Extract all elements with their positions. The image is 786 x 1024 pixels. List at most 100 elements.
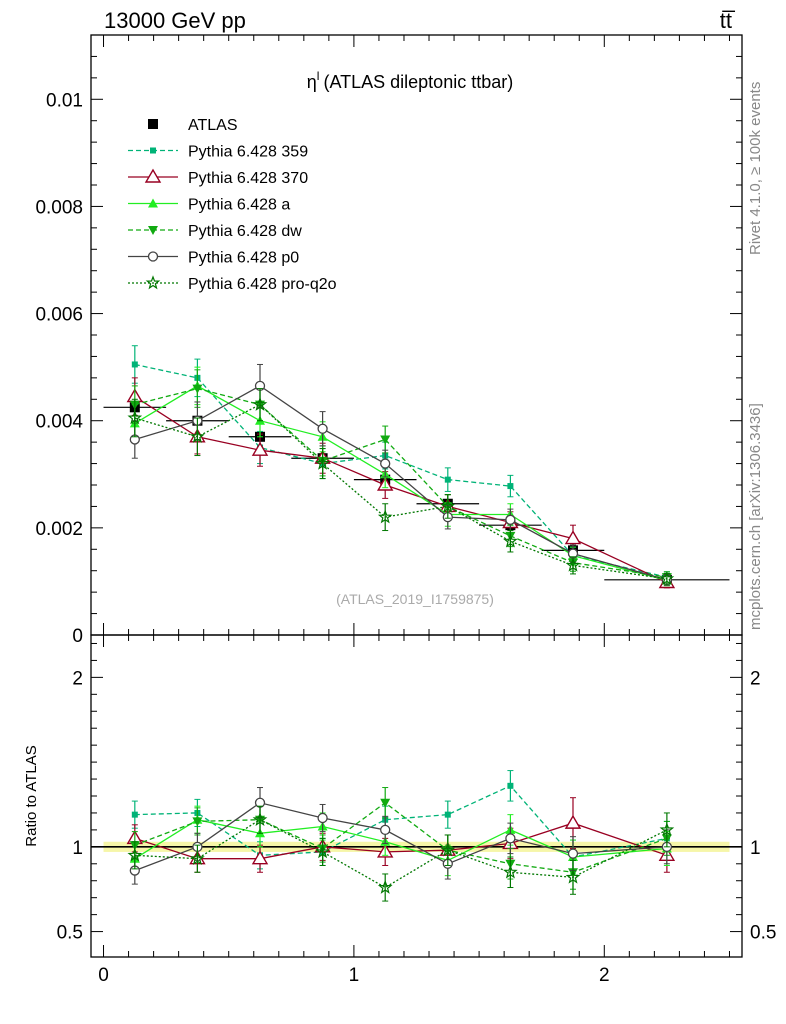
ratio-line xyxy=(134,802,667,872)
legend-item-pythia-6-428-359: Pythia 6.428 359 xyxy=(128,144,308,161)
ratio-frame xyxy=(90,634,743,958)
series-pythia-6-428-359 xyxy=(131,345,670,583)
series-line xyxy=(134,396,668,584)
ratio-line xyxy=(134,785,668,858)
ratio-point xyxy=(317,812,328,824)
series-pythia-6-428-pro-q2o xyxy=(127,388,675,585)
legend-label: ATLAS xyxy=(188,117,238,134)
main-ytick-label: 0.004 xyxy=(35,412,83,433)
legend-label: Pythia 6.428 359 xyxy=(188,144,308,161)
ratio-ytick-label-right: 0.5 xyxy=(750,923,776,944)
legend-label: Pythia 6.428 370 xyxy=(188,170,308,187)
data-point xyxy=(252,396,268,411)
legend-item-atlas: ATLAS xyxy=(148,117,238,134)
ratio-point xyxy=(659,822,675,837)
ratio-ytick-label-right: 2 xyxy=(750,668,761,689)
data-point xyxy=(192,384,203,394)
legend-item-pythia-6-428-pro-q2o: Pythia 6.428 pro-q2o xyxy=(128,275,337,293)
ratio-point xyxy=(190,850,205,866)
ratio-series-pythia-6-428-370 xyxy=(126,797,676,873)
data-point xyxy=(503,533,518,548)
ratio-point xyxy=(380,824,391,836)
data-point xyxy=(507,483,514,490)
title-eta: η xyxy=(307,72,317,92)
main-panel: ηl (ATLAS dileptonic ttbar) (ATLAS_2019_I… xyxy=(35,34,743,647)
ratio-panel: 0.5 0.5 1 1 2 2 0 1 2 Ratio to ATLAS xyxy=(23,634,776,986)
ratio-series-pythia-6-428-pro-q2o xyxy=(127,805,675,902)
data-point xyxy=(315,455,330,470)
main-ytick-label: 0 xyxy=(72,626,83,647)
data-point xyxy=(380,435,391,445)
series-pythia-6-428-p0 xyxy=(129,363,673,586)
main-ytick-label: 0.01 xyxy=(46,90,83,111)
rivet-label: Rivet 4.1.0, ≥ 100k events xyxy=(747,82,764,255)
mcplots-label: mcplots.cern.ch [arXiv:1306.3436] xyxy=(747,403,764,630)
legend-marker xyxy=(148,198,158,208)
ratio-ytick-label: 2 xyxy=(72,668,83,689)
series-line xyxy=(134,387,667,578)
energy-label: 13000 GeV pp xyxy=(104,8,246,33)
legend-marker xyxy=(150,147,156,154)
ratio-xtick-label: 1 xyxy=(349,965,360,986)
series-line xyxy=(134,385,668,582)
ratio-ytick-label-right: 1 xyxy=(750,838,761,859)
main-ytick-label: 0.002 xyxy=(35,519,83,540)
legend-marker xyxy=(148,119,158,129)
series-pythia-6-428-370 xyxy=(126,377,676,589)
ratio-point xyxy=(505,833,516,844)
ratio-ytick-label: 0.5 xyxy=(57,923,83,944)
data-point xyxy=(505,514,516,525)
series-line xyxy=(134,403,667,580)
data-point xyxy=(440,498,456,513)
ratio-ytick-label: 1 xyxy=(72,838,83,859)
legend-label: Pythia 6.428 p0 xyxy=(188,250,299,267)
process-label: tt̅ xyxy=(720,8,736,33)
legend-label: Pythia 6.428 a xyxy=(188,197,290,214)
ratio-line xyxy=(134,822,668,860)
data-point xyxy=(565,557,581,572)
legend-item-pythia-6-428-370: Pythia 6.428 370 xyxy=(128,168,308,187)
ratio-point xyxy=(565,869,581,884)
main-title: ηl (ATLAS dileptonic ttbar) xyxy=(307,69,513,92)
ratio-series-pythia-6-428-a xyxy=(129,805,672,877)
main-ytick-label: 0.008 xyxy=(35,197,83,218)
ratio-point xyxy=(380,798,391,808)
ratio-point xyxy=(315,844,330,859)
ratio-ylabel: Ratio to ATLAS xyxy=(23,745,40,846)
legend-marker xyxy=(147,251,159,262)
data-point xyxy=(380,458,391,469)
main-ytick-label: 0.006 xyxy=(35,305,83,326)
legend-item-pythia-6-428-dw: Pythia 6.428 dw xyxy=(128,223,302,240)
data-point xyxy=(444,476,451,483)
analysis-watermark: (ATLAS_2019_I1759875) xyxy=(336,591,494,607)
ratio-series-pythia-6-428-p0 xyxy=(129,787,673,885)
ratio-point xyxy=(564,814,582,829)
legend-marker xyxy=(145,275,161,290)
legend-label: Pythia 6.428 pro-q2o xyxy=(188,276,337,293)
title-superscript: l xyxy=(317,69,320,83)
ratio-point xyxy=(503,864,518,879)
ratio-point xyxy=(567,848,579,859)
ratio-point xyxy=(507,782,514,789)
data-point xyxy=(190,429,205,443)
ratio-point xyxy=(377,879,393,894)
ratio-point xyxy=(440,842,456,857)
legend-marker xyxy=(148,226,158,235)
ratio-point xyxy=(192,817,203,827)
legend-label: Pythia 6.428 dw xyxy=(188,223,302,240)
ratio-point xyxy=(251,850,269,865)
data-point xyxy=(251,441,269,456)
legend-item-pythia-6-428-p0: Pythia 6.428 p0 xyxy=(128,250,299,267)
data-point xyxy=(564,530,582,545)
ratio-xtick-label: 2 xyxy=(599,965,610,986)
legend: ATLAS Pythia 6.428 359 Pythia 6.428 370 Pyt… xyxy=(128,117,337,293)
data-point xyxy=(659,571,675,585)
title-rest: (ATLAS dileptonic ttbar) xyxy=(323,72,513,92)
ratio-xtick-label: 0 xyxy=(98,965,109,986)
legend-marker xyxy=(144,168,162,183)
data-point xyxy=(377,509,393,524)
ratio-line xyxy=(134,801,668,873)
legend-item-pythia-6-428-a: Pythia 6.428 a xyxy=(128,197,290,214)
data-point xyxy=(127,410,143,425)
